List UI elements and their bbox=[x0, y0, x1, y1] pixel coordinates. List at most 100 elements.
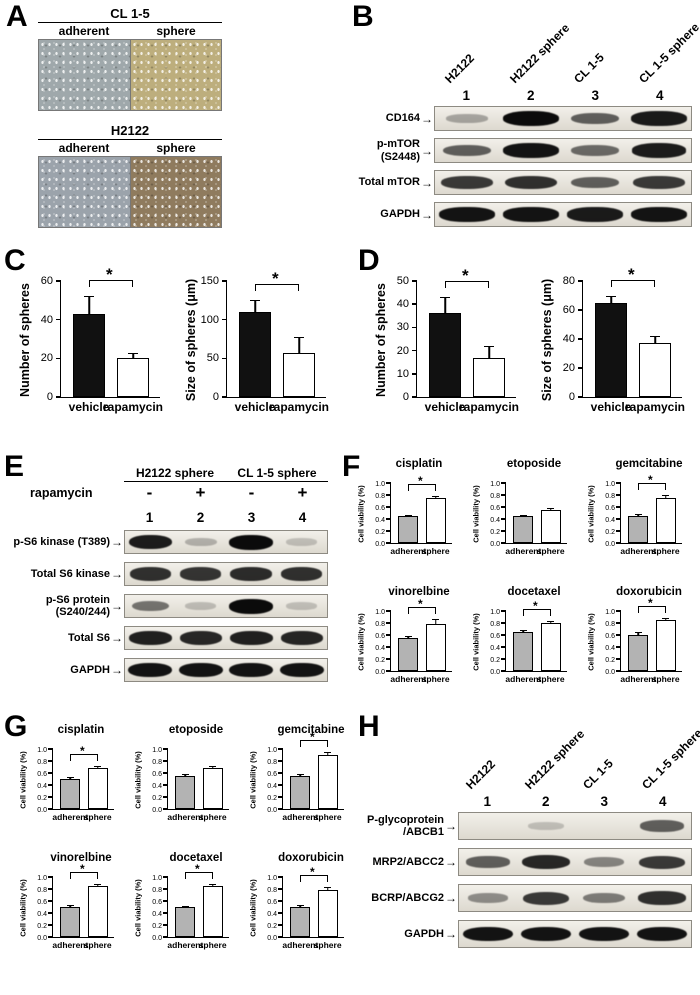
blot-row: Total S6 → bbox=[12, 626, 328, 650]
blot-row: p-mTOR (S2448) → bbox=[354, 138, 692, 163]
error-bar bbox=[662, 617, 670, 620]
y-tick-label: 0.8 bbox=[605, 620, 615, 628]
y-tick-mark bbox=[386, 610, 391, 612]
significance-star: * bbox=[418, 474, 423, 489]
micrograph-h2122-adherent bbox=[39, 157, 130, 227]
y-tick-mark bbox=[278, 748, 283, 750]
chart-title: gemcitabine bbox=[615, 458, 683, 470]
y-tick-mark bbox=[163, 760, 168, 762]
protein-band bbox=[522, 891, 570, 905]
y-tick-label: 80 bbox=[562, 275, 575, 287]
protein-band bbox=[502, 111, 560, 126]
condition-label-sphere: sphere bbox=[156, 141, 196, 155]
x-category-label: adherent bbox=[282, 940, 319, 950]
y-tick-label: 0.6 bbox=[605, 632, 615, 640]
significance-bracket bbox=[408, 484, 436, 492]
y-tick-mark bbox=[278, 784, 283, 786]
x-category-label: adherent bbox=[167, 940, 204, 950]
significance-star: * bbox=[310, 730, 315, 744]
y-tick-label: 1.0 bbox=[267, 746, 277, 754]
y-tick-mark bbox=[501, 622, 506, 624]
y-tick-mark bbox=[222, 357, 227, 360]
lane-number: 3 bbox=[591, 88, 599, 103]
bar-adherent bbox=[628, 516, 649, 543]
panel-g-chart-cisplatin: cisplatin Cell viability (%) 0.0 0.2 0.4 0.6 0… bbox=[16, 724, 128, 848]
blot-strip bbox=[434, 170, 692, 195]
blot-strip bbox=[124, 530, 328, 554]
protein-band bbox=[638, 855, 686, 869]
y-tick-mark bbox=[412, 349, 417, 352]
y-tick-mark bbox=[501, 542, 506, 544]
y-tick-mark bbox=[48, 784, 53, 786]
blot-lane bbox=[499, 139, 563, 162]
y-tick-label: 0.8 bbox=[152, 886, 162, 894]
plot-area: 0.0 0.2 0.4 0.6 0.8 1.0 adherent sphere * bbox=[37, 863, 114, 950]
blot-lane bbox=[563, 203, 627, 226]
x-category-label: vehicle bbox=[590, 400, 632, 414]
y-tick-mark bbox=[278, 808, 283, 810]
significance-star: * bbox=[272, 269, 279, 289]
error-bar bbox=[519, 514, 527, 516]
y-tick-mark bbox=[48, 888, 53, 890]
protein-band bbox=[229, 631, 273, 645]
protein-band bbox=[179, 631, 222, 645]
y-tick-label: 0.4 bbox=[267, 782, 277, 790]
blot-lane bbox=[563, 139, 627, 162]
panel-f-chart-etoposide: etoposide Cell viability (%) 0.0 0.2 0.4 0.6 0… bbox=[469, 458, 581, 582]
x-category-label: adherent bbox=[390, 546, 427, 556]
chart-title: etoposide bbox=[506, 458, 562, 470]
significance-star: * bbox=[418, 597, 423, 612]
error-bar bbox=[250, 300, 260, 312]
blot-label: P-glycoprotein /ABCB1 bbox=[366, 813, 444, 838]
blot-lane bbox=[459, 885, 517, 911]
y-tick-label: 0.0 bbox=[152, 934, 162, 942]
bar-sphere bbox=[655, 620, 676, 671]
error-bar bbox=[432, 496, 440, 498]
y-tick-label: 0.6 bbox=[375, 632, 385, 640]
y-tick-label: 0.8 bbox=[152, 758, 162, 766]
error-bar bbox=[84, 296, 94, 313]
significance-bracket bbox=[300, 875, 328, 883]
blot-lane bbox=[499, 171, 563, 194]
blot-lane bbox=[226, 531, 277, 553]
plot-area: 0.0 0.2 0.4 0.6 0.8 1.0 adherent sphere * bbox=[37, 745, 114, 822]
western-blot-panel-e: p-S6 kinase (T389) → Total S6 kinase → p-S6 … bbox=[12, 530, 328, 690]
blot-label: CD164 bbox=[385, 112, 420, 125]
bar-rapamycin bbox=[283, 352, 315, 397]
y-tick-mark bbox=[278, 760, 283, 762]
y-tick-mark bbox=[616, 494, 621, 496]
y-tick-label: 0.4 bbox=[37, 910, 47, 918]
protein-band bbox=[583, 892, 625, 904]
significance-star: * bbox=[533, 598, 538, 613]
x-category-label: vehicle bbox=[424, 400, 466, 414]
panel-f-chart-docetaxel: docetaxel Cell viability (%) 0.0 0.2 0.4 0.6 0… bbox=[469, 586, 581, 710]
significance-bracket bbox=[445, 281, 489, 289]
y-tick-mark bbox=[278, 876, 283, 878]
blot-lane bbox=[277, 563, 328, 585]
panel-f-chart-doxorubicin: doxorubicin Cell viability (%) 0.0 0.2 0.4 0.… bbox=[584, 586, 696, 710]
micrograph-group-cl15: CL 1-5 adherent sphere bbox=[38, 6, 222, 111]
x-category-label: sphere bbox=[651, 674, 680, 684]
y-tick-label: 0.4 bbox=[152, 910, 162, 918]
x-category-label: rapamycin bbox=[624, 400, 686, 414]
y-tick-label: 0.4 bbox=[375, 516, 385, 524]
blot-lane bbox=[125, 595, 176, 617]
blot-lane bbox=[633, 813, 691, 839]
y-tick-mark bbox=[616, 634, 621, 636]
blot-label: Total S6 bbox=[68, 631, 110, 644]
protein-band bbox=[279, 662, 324, 678]
y-axis-label: Cell viability (%) bbox=[356, 485, 366, 543]
x-category-label: sphere bbox=[198, 812, 227, 822]
significance-star: * bbox=[648, 473, 653, 487]
y-tick-mark bbox=[163, 784, 168, 786]
chart-title: cisplatin bbox=[395, 458, 443, 470]
y-tick-mark bbox=[501, 610, 506, 612]
bar-sphere bbox=[317, 890, 338, 937]
bar-sphere bbox=[317, 755, 338, 809]
y-tick-mark bbox=[48, 900, 53, 902]
bar-adherent bbox=[398, 638, 419, 671]
y-tick-mark bbox=[616, 610, 621, 612]
blot-lane bbox=[627, 203, 691, 226]
y-tick-mark bbox=[616, 670, 621, 672]
y-tick-mark bbox=[48, 912, 53, 914]
